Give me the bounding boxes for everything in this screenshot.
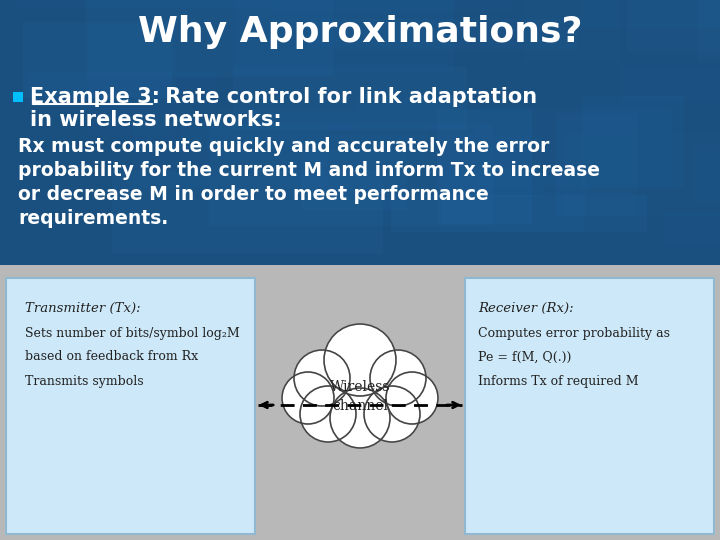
Bar	[0, 0, 720, 270]
Bar	[621, 66, 720, 102]
FancyBboxPatch shape	[465, 278, 714, 534]
Circle shape	[330, 388, 390, 448]
Bar	[664, 212, 720, 246]
Text: Receiver (Rx):: Receiver (Rx):	[478, 301, 574, 314]
Circle shape	[282, 372, 334, 424]
Bar	[556, 113, 637, 217]
Text: Transmits symbols: Transmits symbols	[25, 375, 143, 388]
Circle shape	[370, 350, 426, 406]
Bar	[581, 0, 720, 28]
Text: channel: channel	[332, 399, 388, 413]
Bar	[27, 71, 217, 105]
Circle shape	[294, 350, 350, 406]
Bar	[233, 67, 467, 130]
Text: requirements.: requirements.	[18, 208, 168, 227]
Bar	[0, 265, 720, 540]
Text: Informs Tx of required M: Informs Tx of required M	[478, 375, 639, 388]
Bar	[693, 145, 720, 202]
Circle shape	[324, 324, 396, 396]
Bar	[86, 0, 333, 77]
Bar	[441, 170, 585, 232]
Text: probability for the current M and inform Tx to increase: probability for the current M and inform…	[18, 160, 600, 179]
Circle shape	[364, 386, 420, 442]
Bar	[270, 0, 510, 14]
Bar	[391, 195, 647, 232]
Text: based on feedback from Rx: based on feedback from Rx	[25, 350, 198, 363]
Text: Wireless: Wireless	[330, 380, 390, 394]
FancyBboxPatch shape	[6, 278, 255, 534]
Text: or decrease M in order to meet performance: or decrease M in order to meet performan…	[18, 185, 489, 204]
Text: Why Approximations?: Why Approximations?	[138, 15, 582, 49]
Bar	[22, 22, 172, 98]
Bar	[112, 170, 383, 254]
Bar	[698, 0, 720, 60]
Text: Rx must compute quickly and accurately the error: Rx must compute quickly and accurately t…	[18, 137, 549, 156]
Bar	[582, 96, 683, 188]
Bar	[438, 109, 532, 224]
Circle shape	[300, 386, 356, 442]
Bar	[234, 0, 454, 73]
Text: in wireless networks:: in wireless networks:	[30, 110, 282, 130]
Text: Sets number of bits/symbol log₂M: Sets number of bits/symbol log₂M	[25, 327, 240, 340]
Bar	[15, 0, 278, 8]
Text: Computes error probability as: Computes error probability as	[478, 327, 670, 340]
Bar	[88, 24, 176, 136]
Bar	[627, 0, 720, 53]
Bar	[307, 18, 577, 49]
Bar	[565, 133, 720, 216]
Bar	[209, 124, 493, 226]
Bar	[477, 106, 672, 186]
Bar	[179, 109, 426, 159]
Text: Example 3:: Example 3:	[30, 87, 160, 107]
Circle shape	[386, 372, 438, 424]
Bar	[280, 134, 542, 197]
Text: Transmitter (Tx):: Transmitter (Tx):	[25, 301, 140, 314]
Bar	[525, 0, 621, 62]
Text: Pe = f(M, Q(.)): Pe = f(M, Q(.))	[478, 350, 572, 363]
Bar	[356, 97, 530, 129]
Text: Rate control for link adaptation: Rate control for link adaptation	[158, 87, 537, 107]
Bar	[132, 119, 328, 188]
Bar	[300, 150, 407, 210]
